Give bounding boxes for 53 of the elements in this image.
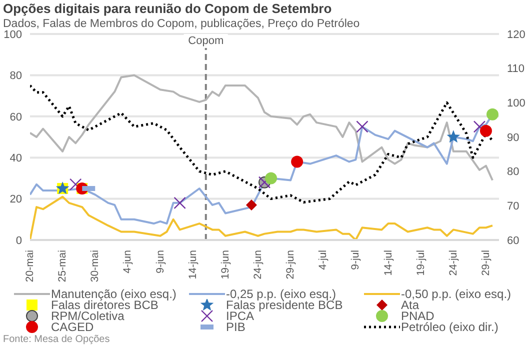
ref-line-label: Copom	[188, 35, 224, 47]
x-tick-label: 4-jul	[317, 250, 330, 270]
legend-label: Petróleo (eixo dir.)	[401, 320, 498, 334]
x-tick-label: 14-jul	[382, 250, 394, 276]
chart-subtitle: Dados, Falas de Membros do Copom, publicações, Preço do Petróleo	[2, 17, 361, 30]
x-tick-label: 29-jun	[284, 250, 297, 280]
y2-tick-label: 60	[507, 234, 520, 247]
point	[473, 120, 486, 133]
point	[265, 172, 278, 184]
x-tick-label: 20-mai	[24, 250, 36, 282]
legend-label: PIB	[226, 320, 246, 334]
source-note: Fonte: Mesa de Opções	[2, 334, 111, 345]
x-tick-label: 30-mai	[89, 250, 102, 282]
y-tick-label: 100	[4, 28, 22, 41]
x-tick-label: 19-jun	[219, 250, 232, 280]
y2-tick-label: 120	[507, 28, 526, 41]
y2-tick-label: 100	[507, 98, 526, 110]
y2-tick-label: 90	[507, 132, 520, 144]
point	[486, 108, 498, 120]
y-tick-label: 60	[10, 111, 22, 124]
y-tick-label: 40	[10, 152, 22, 165]
y-tick-label: 20	[10, 194, 22, 206]
point	[356, 120, 368, 133]
y2-tick-label: 110	[507, 63, 525, 76]
legend-label: IPCA	[226, 308, 254, 322]
point	[291, 156, 304, 168]
x-tick-label: 14-jun	[186, 250, 199, 280]
line-series	[30, 84, 494, 204]
legend-label: CAGED	[51, 320, 94, 334]
x-tick-label: 29-jul	[480, 250, 492, 276]
legend-label: -0,50 p.p. (eixo esq.)	[401, 286, 512, 300]
point	[480, 124, 492, 137]
x-tick-label: 4-jun	[122, 250, 134, 274]
legend-label: PNAD	[401, 308, 434, 322]
y2-tick-label: 70	[507, 200, 520, 213]
x-tick-label: 9-jun	[154, 250, 166, 274]
y-tick-label: 80	[10, 70, 22, 82]
x-tick-label: 9-jul	[350, 250, 362, 270]
y-tick-label: 0	[16, 234, 22, 247]
legend-label: RPM/Coletiva	[51, 308, 124, 322]
point	[446, 130, 460, 143]
line-series	[30, 74, 494, 182]
x-tick-label: 19-jul	[414, 250, 427, 276]
legend-label: Manutenção (eixo esq.)	[51, 286, 176, 300]
point	[174, 196, 186, 210]
x-tick-label: 24-jul	[447, 250, 460, 276]
point	[69, 178, 82, 190]
y2-tick-label: 80	[507, 166, 520, 178]
chart-title: Opções digitais para reunião do Copom de Setembro	[2, 0, 333, 16]
x-tick-label: 25-mai	[56, 250, 69, 282]
point	[246, 199, 257, 210]
line-series	[30, 196, 494, 240]
x-tick-label: 24-jun	[252, 250, 264, 280]
